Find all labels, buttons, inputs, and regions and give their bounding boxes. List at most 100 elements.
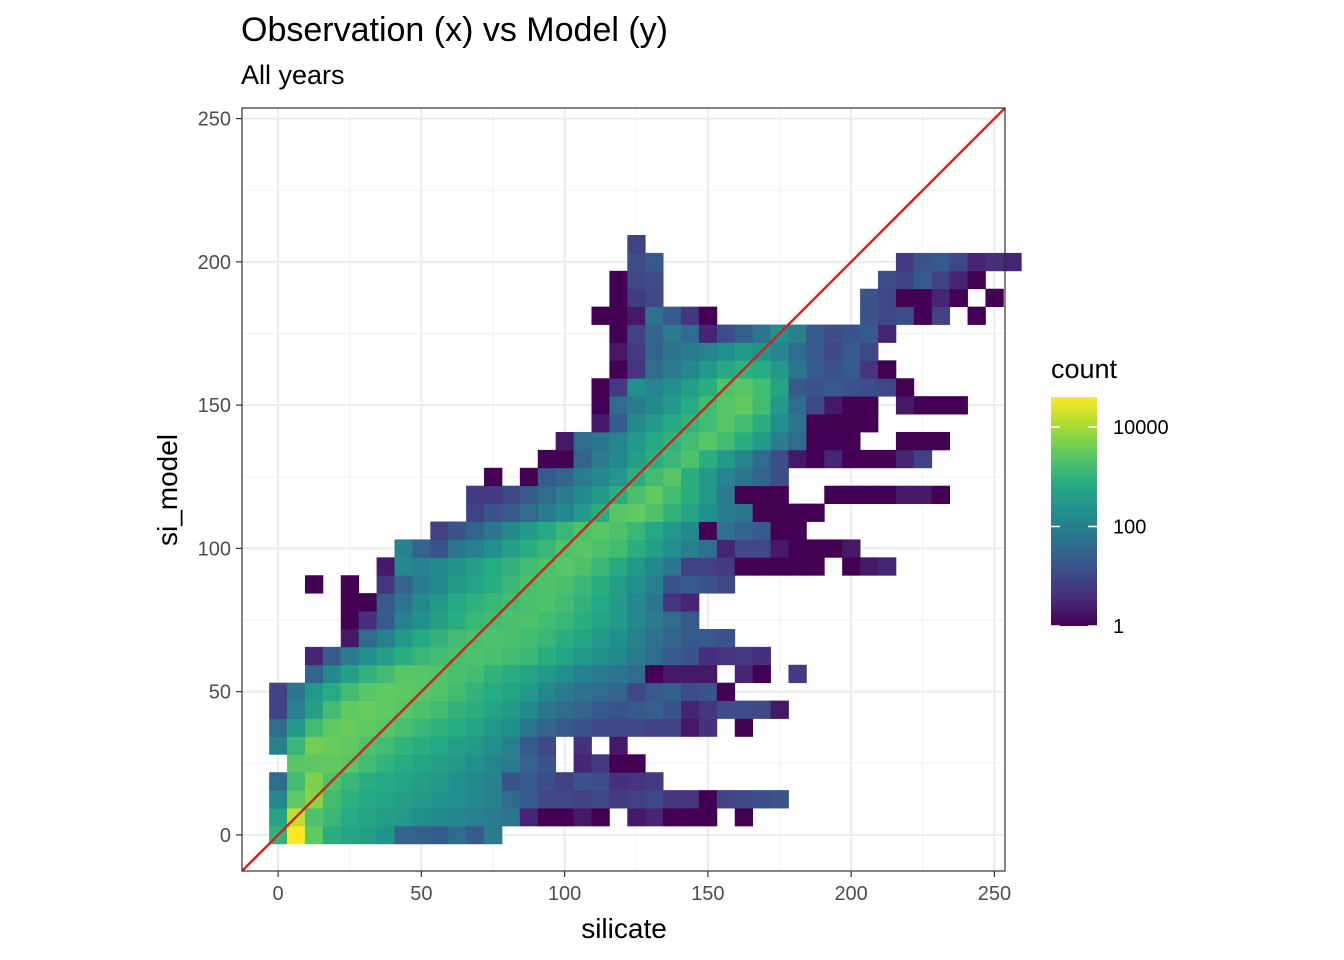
x-tick-label: 100 [548, 883, 581, 905]
heatmap-bin [519, 700, 539, 719]
heatmap-bin [376, 736, 395, 755]
heatmap-bin [287, 825, 306, 845]
heatmap-bin [322, 790, 342, 809]
heatmap-bin [519, 736, 539, 755]
heatmap-bin [448, 539, 467, 558]
heatmap-bin [394, 593, 413, 612]
heatmap-bin [537, 772, 557, 791]
heatmap-bin [304, 575, 324, 594]
heatmap-bin [770, 557, 789, 576]
heatmap-bin [627, 431, 646, 451]
heatmap-bin [842, 414, 861, 433]
heatmap-bin [376, 557, 395, 576]
heatmap-bin [466, 557, 485, 576]
heatmap-bin [645, 306, 664, 325]
heatmap-bin [645, 270, 664, 290]
heatmap-bin [501, 521, 521, 540]
heatmap-bin [466, 718, 485, 737]
heatmap-bin [573, 754, 592, 773]
heatmap-bin [734, 700, 754, 719]
heatmap-bin [645, 252, 664, 272]
legend-tick-label: 1 [1113, 616, 1124, 638]
heatmap-bin [752, 414, 771, 433]
heatmap-bin [806, 503, 825, 522]
panel-border [241, 107, 1006, 872]
heatmap-bin [394, 825, 413, 845]
heatmap-bin [663, 342, 682, 361]
heatmap-bin [340, 790, 360, 809]
heatmap-bin [609, 575, 628, 594]
heatmap-bin [394, 790, 413, 809]
heatmap-bin [734, 378, 754, 397]
y-axis-title: si_model [152, 434, 183, 546]
heatmap-bin [269, 700, 288, 719]
heatmap-bin [484, 700, 503, 719]
heatmap-bin [663, 306, 682, 325]
heatmap-bin [609, 718, 628, 737]
heatmap-bin [663, 593, 682, 612]
heatmap-bin [734, 664, 754, 684]
heatmap-bin [698, 342, 718, 361]
heatmap-bin [501, 664, 521, 684]
heatmap-bin [824, 539, 843, 558]
heatmap-bin [501, 682, 521, 701]
heatmap-bin [627, 449, 646, 469]
heatmap-bin [663, 664, 682, 684]
heatmap-bin [645, 718, 664, 737]
heatmap-bin [627, 503, 646, 522]
heatmap-bin [806, 342, 825, 361]
heatmap-bin [448, 718, 467, 737]
heatmap-bin [967, 306, 986, 325]
heatmap-bin [806, 324, 825, 343]
heatmap-bin [484, 825, 503, 845]
heatmap-bin [716, 790, 736, 809]
heatmap-bin [895, 306, 915, 325]
heatmap-bin [394, 611, 413, 630]
heatmap-bin [627, 790, 646, 809]
heatmap-bin [734, 557, 754, 576]
heatmap-bin [484, 467, 503, 487]
heatmap-bin [376, 611, 395, 630]
heatmap-bin [394, 772, 413, 791]
heatmap-bin [430, 628, 449, 648]
heatmap-bin [824, 414, 843, 433]
heatmap-bin [645, 467, 664, 487]
heatmap-bin [555, 808, 574, 827]
heatmap-bin [681, 808, 700, 827]
heatmap-bin [555, 575, 574, 594]
heatmap-bin [591, 682, 610, 701]
heatmap-bin [842, 485, 861, 505]
heatmap-bin [752, 664, 771, 684]
heatmap-bin [484, 664, 503, 684]
heatmap-bin [627, 646, 646, 666]
heatmap-bin [412, 628, 431, 648]
heatmap-bin [573, 772, 592, 791]
heatmap-bin [698, 485, 718, 505]
heatmap-bin [645, 808, 664, 827]
heatmap-bin [627, 611, 646, 630]
heatmap-bin [501, 790, 521, 809]
heatmap-bin [895, 252, 915, 272]
x-axis: 0 50 100 150 200 250 [273, 871, 1011, 905]
heatmap-bin [716, 646, 736, 666]
heatmap-bin [609, 521, 628, 540]
x-tick-label: 150 [691, 883, 724, 905]
heatmap-bin [519, 539, 539, 558]
heatmap-bin [842, 539, 861, 558]
heatmap-bin [376, 754, 395, 773]
heatmap-bin [860, 396, 879, 415]
heatmap-bin [716, 503, 736, 522]
heatmap-bin [645, 288, 664, 308]
heatmap-bin [484, 736, 503, 755]
heatmap-bin [931, 288, 951, 308]
heatmap-bin [376, 772, 395, 791]
heatmap-bin [860, 414, 879, 433]
heatmap-bin [358, 611, 377, 630]
heatmap-bin [860, 449, 879, 469]
heatmap-bin [627, 664, 646, 684]
heatmap-bin [609, 790, 628, 809]
heatmap-bin [537, 503, 557, 522]
heatmap-bin [555, 503, 574, 522]
heatmap-bin [448, 754, 467, 773]
heatmap-bin [519, 521, 539, 540]
